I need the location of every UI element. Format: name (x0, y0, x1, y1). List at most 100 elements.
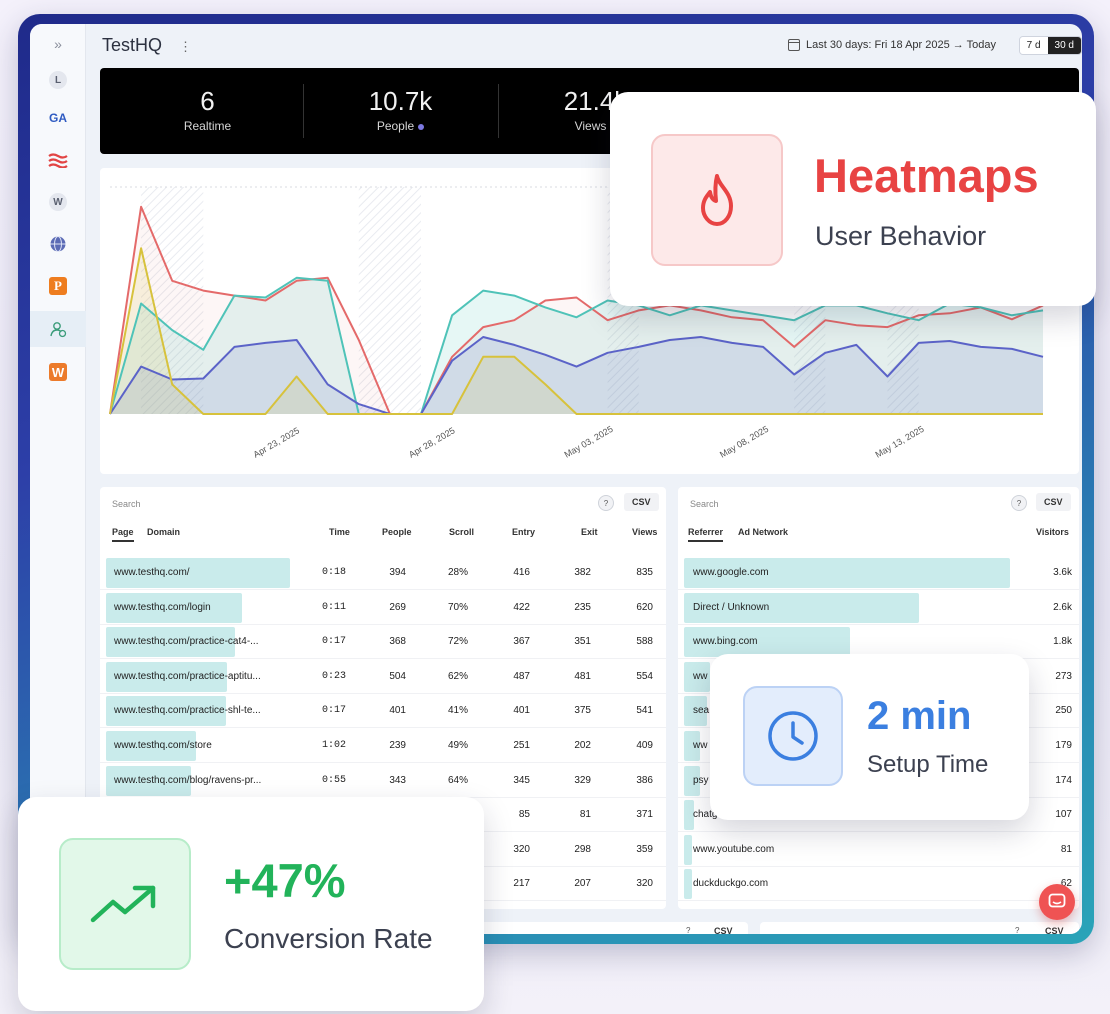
table-row[interactable]: www.testhq.com/blog/ravens-pr... 0:55 343 6… (100, 764, 666, 798)
col-visitors[interactable]: Visitors (1036, 527, 1069, 537)
row-share-bar (684, 869, 692, 900)
cell-views: 386 (636, 774, 653, 786)
tab-domain[interactable]: Domain (147, 527, 181, 537)
csv-export-button[interactable]: CSV (624, 493, 659, 511)
sidebar-item-w-logo[interactable]: W (30, 354, 86, 390)
referrer-search-input[interactable]: Search (690, 499, 719, 509)
clock-icon (768, 711, 818, 761)
row-share-bar (684, 834, 692, 865)
table-row[interactable]: www.testhq.com/practice-cat4-... 0:17 368 7… (100, 625, 666, 660)
chat-button[interactable] (1039, 884, 1075, 920)
table-row[interactable]: www.testhq.com/login 0:11 269 70% 422 235 620 (100, 591, 666, 625)
series-line-3[interactable] (109, 247, 1043, 415)
letter-avatar: W (49, 193, 67, 211)
series-area-1 (110, 277, 1043, 414)
sidebar-item-l[interactable]: L (30, 62, 86, 98)
cell-visitors: 174 (1055, 774, 1072, 786)
heatmaps-feature-card: Heatmaps User Behavior (610, 92, 1096, 306)
cell-people: 368 (389, 636, 406, 648)
stat-label: Views (574, 119, 607, 133)
range-30d-button[interactable]: 30 d (1047, 37, 1081, 54)
csv-export-button[interactable]: CSV (1045, 926, 1064, 934)
help-icon[interactable]: ? (1015, 926, 1020, 934)
tab-ad-network[interactable]: Ad Network (738, 527, 789, 537)
cell-entry: 487 (513, 670, 530, 682)
series-line-1[interactable] (109, 276, 1044, 415)
page-url: www.testhq.com/practice-cat4-... (114, 636, 259, 648)
cell-views: 359 (636, 843, 653, 855)
kebab-icon[interactable]: ⋮ (179, 39, 192, 54)
page-title: TestHQ (102, 35, 163, 55)
sidebar-item-wave[interactable] (30, 142, 86, 178)
referrer-name: www.bing.com (693, 636, 758, 648)
table-row[interactable]: www.testhq.com/store 1:02 239 49% 251 202 409 (100, 729, 666, 763)
referrer-name: psy (693, 774, 709, 786)
stat-people[interactable]: 10.7k People (303, 68, 498, 154)
cell-people: 269 (389, 601, 406, 613)
cell-time: 0:11 (321, 601, 346, 613)
cell-scroll: 64% (447, 774, 468, 786)
col-entry[interactable]: Entry (512, 527, 536, 537)
table-row[interactable]: duckduckgo.com 62 (678, 867, 1079, 902)
pages-search-input[interactable]: Search (112, 499, 141, 509)
col-exit[interactable]: Exit (581, 527, 598, 537)
row-share-bar (106, 696, 226, 727)
sidebar-item-w[interactable]: W (30, 184, 86, 220)
row-share-bar (106, 592, 243, 623)
help-icon[interactable]: ? (598, 495, 614, 511)
table-row[interactable]: www.google.com 3.6k (678, 556, 1079, 590)
tab-page[interactable]: Page (112, 527, 134, 542)
cell-visitors: 62 (1060, 878, 1072, 890)
col-views[interactable]: Views (632, 527, 658, 537)
cell-views: 588 (636, 636, 653, 648)
table-row[interactable]: www.testhq.com/practice-shl-te... 0:17 401… (100, 694, 666, 729)
help-icon[interactable]: ? (1011, 495, 1027, 511)
csv-export-button[interactable]: CSV (714, 926, 733, 934)
row-share-bar (684, 627, 851, 658)
sidebar-item-p[interactable]: P (30, 268, 86, 304)
referrer-name: sea (693, 705, 710, 717)
tab-referrer[interactable]: Referrer (688, 527, 724, 542)
cell-entry: 401 (513, 705, 530, 717)
sidebar-item-ga[interactable]: GA (30, 100, 86, 136)
page-url: www.testhq.com/practice-shl-te... (114, 705, 261, 717)
table-row[interactable]: www.testhq.com/0:18 394 28% 416 382 835 (100, 556, 666, 590)
range-7d-button[interactable]: 7 d (1019, 37, 1048, 54)
series-line-0[interactable] (109, 205, 1044, 415)
page-url: www.testhq.com/ (114, 567, 190, 578)
sidebar-item-user-check[interactable] (30, 311, 86, 347)
help-icon[interactable]: ? (686, 926, 691, 934)
sidebar-expand-button[interactable]: » (30, 26, 86, 62)
setup-icon-tile (743, 686, 843, 786)
col-scroll[interactable]: Scroll (449, 527, 475, 537)
sidebar-item-globe[interactable] (30, 226, 86, 262)
calendar-icon (788, 39, 801, 51)
cell-visitors: 273 (1055, 670, 1072, 682)
stat-label: Realtime (183, 119, 232, 133)
row-share-bar (684, 765, 701, 796)
table-row[interactable]: chatg 107 (678, 798, 1079, 833)
col-time[interactable]: Time (329, 527, 350, 537)
cell-views: 409 (636, 740, 653, 751)
user-check-icon (50, 322, 67, 338)
stat-realtime[interactable]: 6 Realtime (110, 68, 305, 154)
row-share-bar (684, 661, 711, 692)
referrer-name: ww (693, 740, 708, 751)
referrer-name: ww (693, 670, 708, 682)
page-url: www.testhq.com/blog/ravens-pr... (114, 774, 262, 786)
cell-views: 320 (636, 878, 653, 890)
setup-title: 2 min (867, 694, 972, 738)
table-row[interactable]: www.youtube.com 81 (678, 833, 1079, 867)
col-people[interactable]: People (382, 527, 412, 537)
trending-up-icon (90, 885, 156, 923)
row-share-bar (684, 696, 707, 727)
table-row[interactable]: www.testhq.com/practice-aptitu... 0:23 504… (100, 660, 666, 694)
date-range-picker[interactable]: Last 30 days: Fri 18 Apr 2025 → Today (788, 39, 996, 51)
table-row[interactable]: Direct / Unknown 2.6k (678, 591, 1079, 625)
cell-visitors: 179 (1055, 740, 1072, 751)
x-tick-label: Apr 23, 2025 (252, 425, 302, 459)
x-tick-label: May 03, 2025 (563, 424, 615, 460)
top-bar: TestHQ ⋮ Last 30 days: Fri 18 Apr 2025 →… (100, 24, 1082, 68)
csv-export-button[interactable]: CSV (1036, 493, 1071, 511)
series-line-2[interactable] (109, 336, 1044, 415)
